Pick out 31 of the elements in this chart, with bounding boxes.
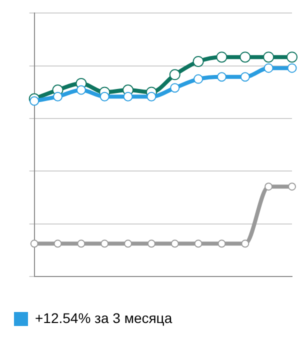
point <box>123 92 133 102</box>
point <box>76 85 86 95</box>
point <box>100 240 109 248</box>
point <box>264 182 273 191</box>
point <box>54 240 62 248</box>
point <box>100 92 110 102</box>
point <box>240 72 250 82</box>
point <box>30 96 40 106</box>
point <box>147 240 156 248</box>
point <box>287 63 297 73</box>
point <box>218 240 226 248</box>
point <box>53 92 63 102</box>
point <box>286 52 298 63</box>
point <box>30 240 38 248</box>
point <box>170 83 180 93</box>
point <box>146 92 156 102</box>
point <box>263 52 274 63</box>
point <box>77 240 86 248</box>
point <box>192 56 204 67</box>
point <box>194 240 202 248</box>
point <box>194 74 204 84</box>
point <box>216 52 228 63</box>
point <box>169 69 180 80</box>
point <box>241 240 250 248</box>
point <box>240 52 251 63</box>
legend-label: +12.54% за 3 месяца <box>35 310 172 326</box>
point <box>264 63 274 73</box>
point <box>288 182 296 191</box>
point <box>124 240 132 248</box>
point <box>170 240 179 248</box>
point <box>216 72 226 82</box>
